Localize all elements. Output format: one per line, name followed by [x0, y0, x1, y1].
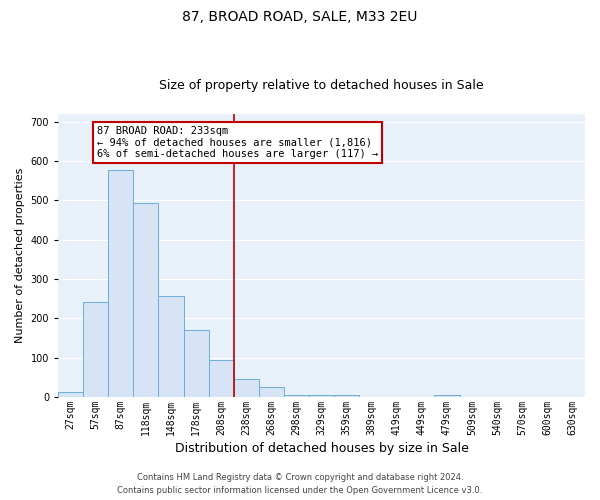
Bar: [184, 330, 209, 397]
Bar: [83, 302, 108, 397]
Bar: [209, 360, 234, 397]
Bar: [158, 296, 184, 397]
Bar: [309, 395, 334, 397]
Title: Size of property relative to detached houses in Sale: Size of property relative to detached ho…: [159, 79, 484, 92]
Text: 87 BROAD ROAD: 233sqm
← 94% of detached houses are smaller (1,816)
6% of semi-de: 87 BROAD ROAD: 233sqm ← 94% of detached …: [97, 126, 378, 159]
Text: 87, BROAD ROAD, SALE, M33 2EU: 87, BROAD ROAD, SALE, M33 2EU: [182, 10, 418, 24]
X-axis label: Distribution of detached houses by size in Sale: Distribution of detached houses by size …: [175, 442, 469, 455]
Bar: [58, 392, 83, 397]
Bar: [133, 203, 158, 397]
Text: Contains HM Land Registry data © Crown copyright and database right 2024.
Contai: Contains HM Land Registry data © Crown c…: [118, 474, 482, 495]
Bar: [108, 170, 133, 397]
Bar: [334, 395, 359, 397]
Bar: [284, 395, 309, 397]
Bar: [259, 387, 284, 397]
Y-axis label: Number of detached properties: Number of detached properties: [15, 168, 25, 343]
Bar: [234, 379, 259, 397]
Bar: [434, 395, 460, 397]
